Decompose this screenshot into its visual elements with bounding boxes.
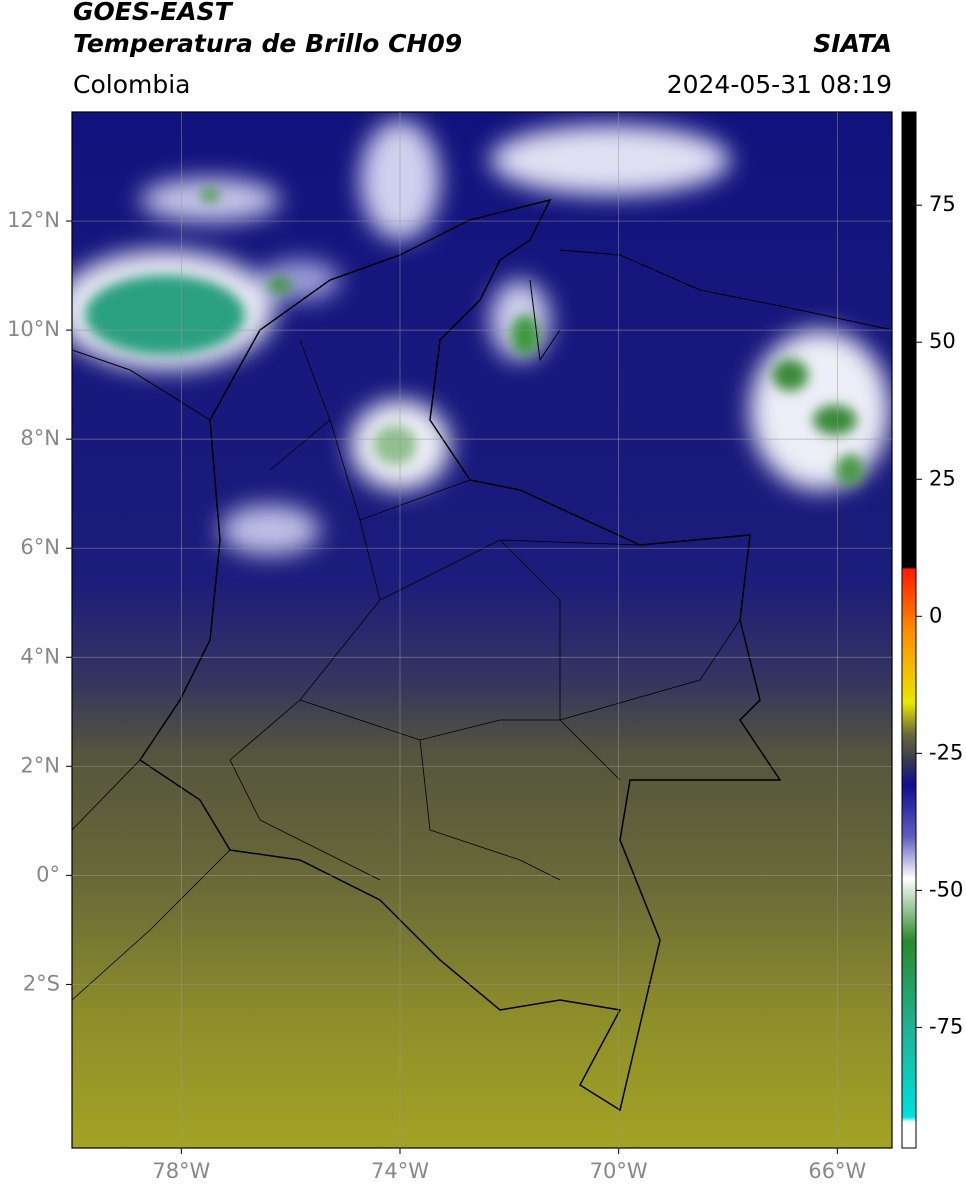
x-tick-label: 66°W xyxy=(808,1159,866,1183)
colorbar-tick-label: -25 xyxy=(929,740,963,764)
grid xyxy=(72,112,892,1148)
y-tick-label: 4°N xyxy=(20,644,60,668)
y-tick-label: 6°N xyxy=(20,535,60,559)
internal-borders xyxy=(72,339,741,1001)
datetime: 2024-05-31 08:19 xyxy=(667,70,892,99)
colorbar-tick-label: 50 xyxy=(929,329,956,353)
map-frame xyxy=(71,111,893,1149)
y-tick-label: 12°N xyxy=(7,208,60,232)
x-tick-label: 70°W xyxy=(590,1159,648,1183)
title: GOES-EAST xyxy=(73,0,234,26)
y-tick-label: 8°N xyxy=(20,426,60,450)
source: SIATA xyxy=(813,29,892,58)
colorbar xyxy=(901,111,917,1149)
satellite-image xyxy=(72,112,892,1148)
y-tick-label: 2°N xyxy=(20,753,60,777)
coastline xyxy=(72,249,892,421)
y-tick-label: 10°N xyxy=(7,317,60,341)
y-tick-label: 2°S xyxy=(23,971,60,995)
cold-cloud-tops xyxy=(85,188,864,486)
country-border xyxy=(138,198,782,1112)
x-tick-label: 74°W xyxy=(371,1159,429,1183)
colorbar-tick-label: 0 xyxy=(929,603,942,627)
colorbar-tick-label: -50 xyxy=(929,877,963,901)
colorbar-tick-label: 25 xyxy=(929,466,956,490)
y-tick-label: 0° xyxy=(36,862,60,886)
x-tick-label: 78°W xyxy=(152,1159,210,1183)
colorbar-tick-label: 75 xyxy=(929,192,956,216)
colorbar-tick-label: -75 xyxy=(929,1014,963,1038)
subtitle: Temperatura de Brillo CH09 xyxy=(73,29,462,58)
region: Colombia xyxy=(73,70,190,99)
